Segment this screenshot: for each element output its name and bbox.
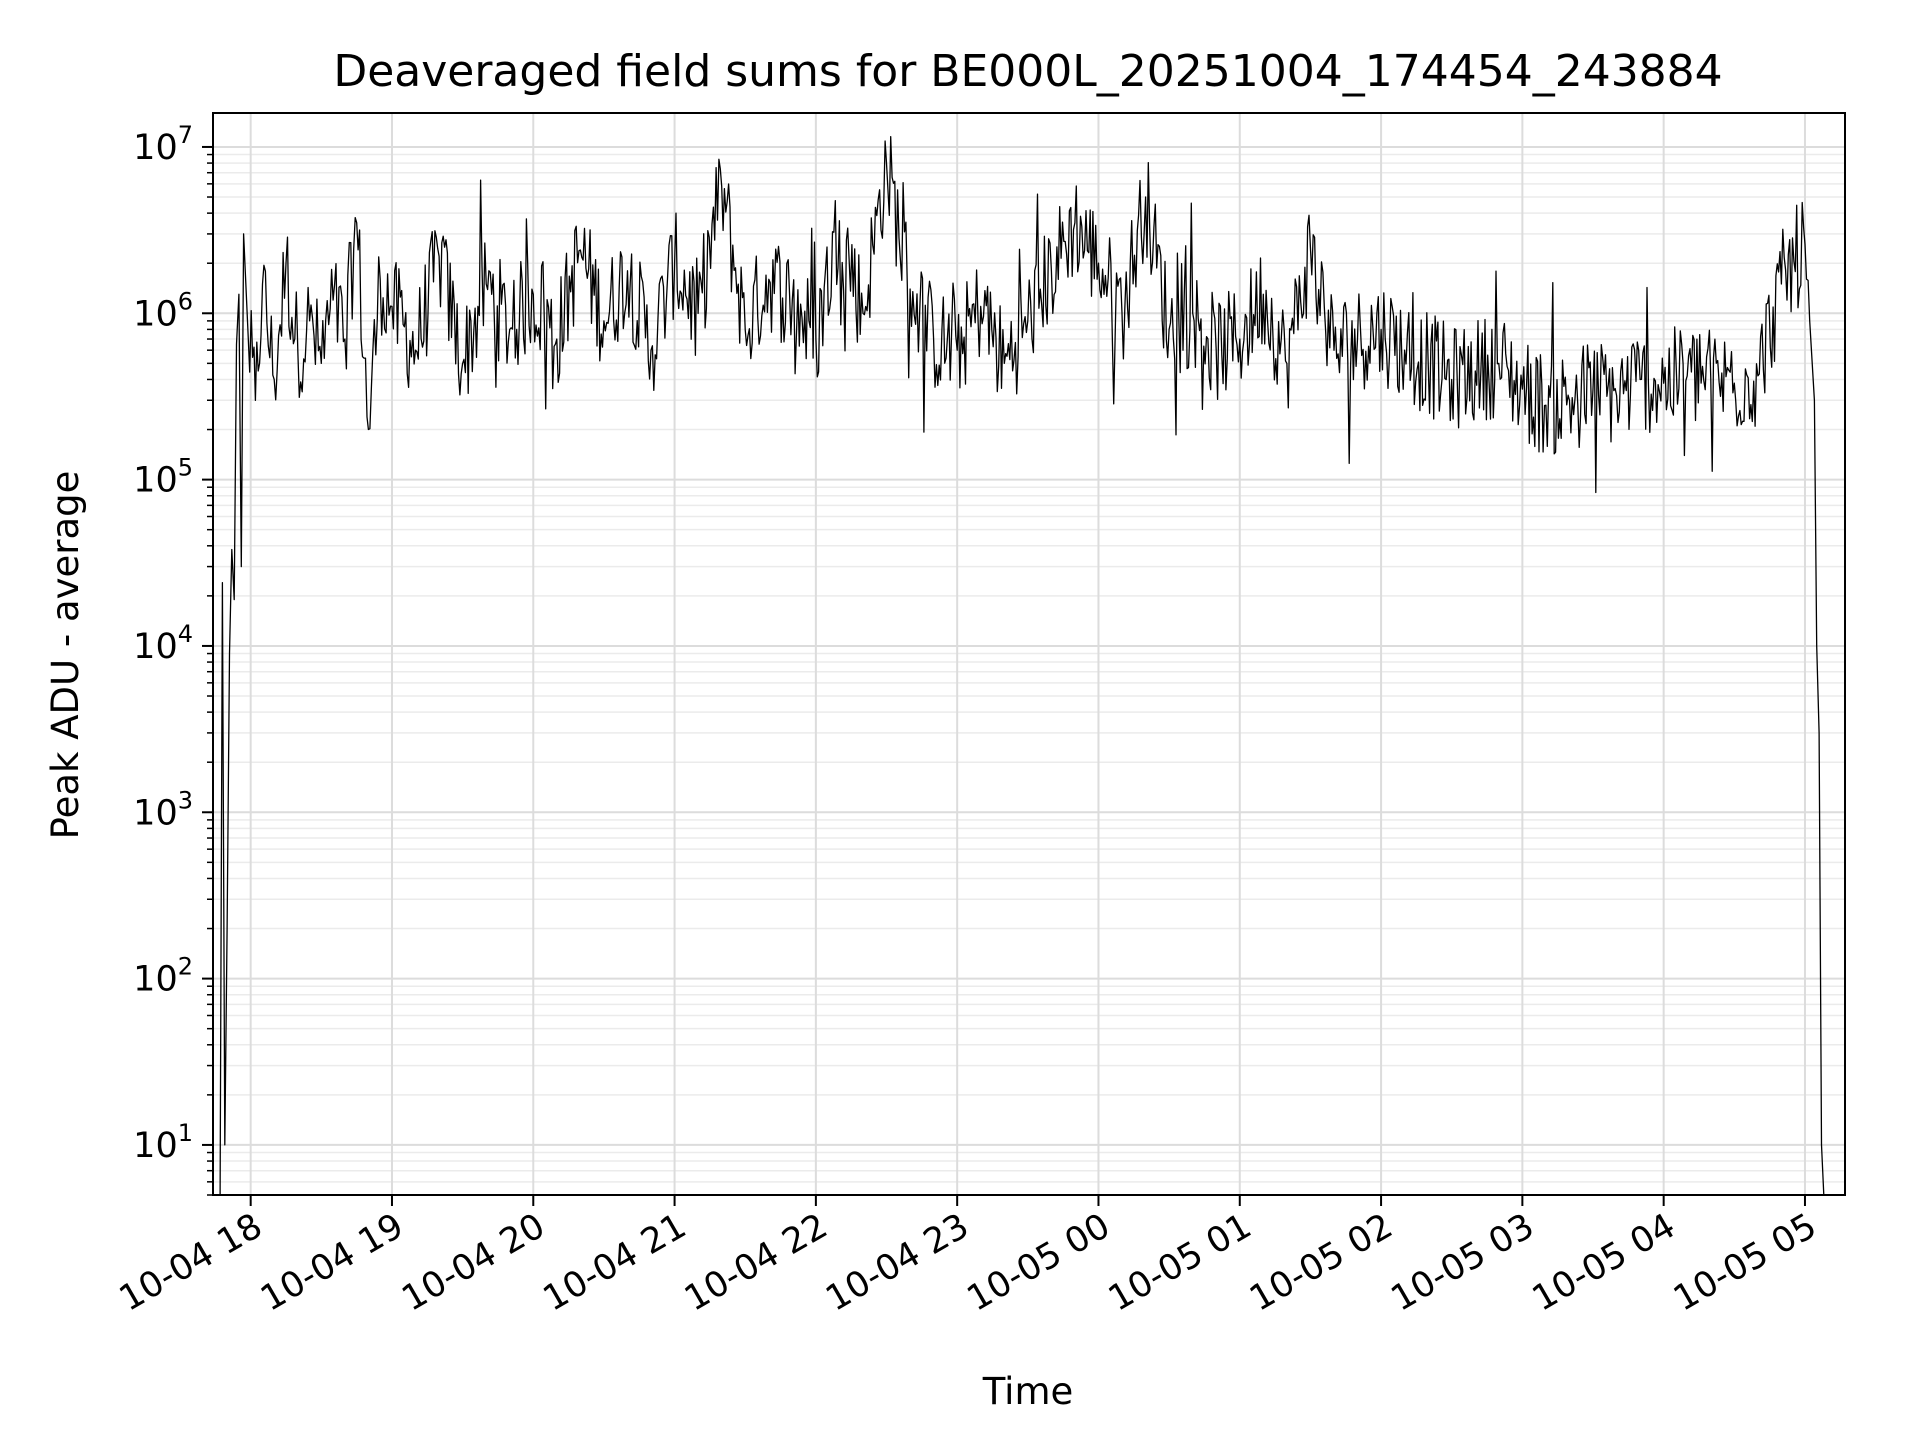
series-line [219,135,1825,1196]
y-tick-label: 101 [133,1119,193,1166]
y-axis: 101 102 103 104 105 106 107 [133,121,213,1196]
chart-title: Deaveraged field sums for BE000L_2025100… [333,46,1722,97]
y-tick-label: 104 [133,620,193,667]
grid-lines [213,113,1845,1196]
series-layer [219,135,1825,1196]
y-tick-label: 106 [133,287,193,334]
y-tick-label: 103 [133,786,193,833]
y-axis-label: Peak ADU - average [44,471,87,840]
y-tick-label: 102 [133,953,193,1000]
x-axis-label: Time [982,1370,1074,1413]
y-tick-label: 107 [133,121,193,168]
y-tick-label: 105 [133,454,193,501]
